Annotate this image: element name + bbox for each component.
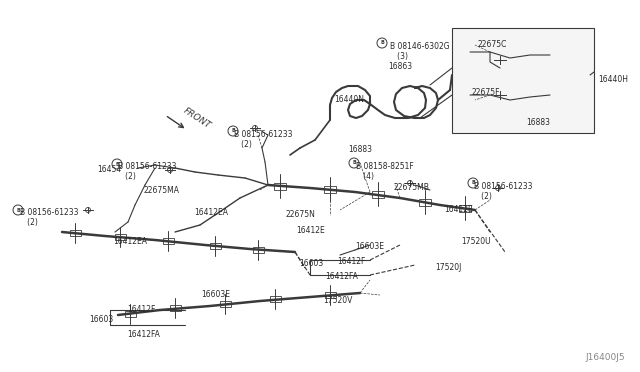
Text: B 08156-61233
   (2): B 08156-61233 (2) — [20, 208, 79, 227]
Text: 16603: 16603 — [299, 259, 323, 268]
Text: 16412F: 16412F — [337, 257, 365, 266]
Text: 16412EA: 16412EA — [194, 208, 228, 217]
Bar — [125, 311, 136, 317]
Text: FRONT: FRONT — [182, 106, 212, 130]
Text: 17520V: 17520V — [323, 296, 353, 305]
Text: 16883: 16883 — [348, 145, 372, 154]
Text: 22675MA: 22675MA — [143, 186, 179, 195]
Text: B: B — [16, 208, 20, 212]
Text: 16603E: 16603E — [355, 242, 384, 251]
Text: B 08156-61233
   (2): B 08156-61233 (2) — [234, 130, 292, 150]
Bar — [324, 186, 336, 192]
Bar — [452, 28, 594, 133]
Text: B 08156-61233
   (2): B 08156-61233 (2) — [118, 162, 177, 182]
Text: B 08156-61233
   (2): B 08156-61233 (2) — [474, 182, 532, 201]
Bar — [269, 296, 280, 302]
Bar — [253, 247, 264, 253]
Text: 16412F: 16412F — [127, 305, 156, 314]
Text: 16412FA: 16412FA — [127, 330, 160, 339]
Text: B 08146-6302G
   (3): B 08146-6302G (3) — [390, 42, 450, 61]
Text: 17520J: 17520J — [435, 263, 461, 272]
Text: 16603E: 16603E — [201, 290, 230, 299]
Text: 16412EA: 16412EA — [113, 237, 147, 246]
Bar — [170, 305, 180, 311]
Text: 16603: 16603 — [89, 315, 113, 324]
Text: J16400J5: J16400J5 — [586, 353, 625, 362]
Text: 16412FA: 16412FA — [325, 272, 358, 281]
Text: 17520U: 17520U — [461, 237, 491, 246]
Text: B: B — [352, 160, 356, 166]
Bar — [220, 301, 230, 307]
Bar — [372, 190, 384, 198]
Text: 16440N: 16440N — [334, 95, 364, 104]
Bar — [115, 234, 125, 240]
Bar — [459, 205, 471, 212]
Text: B: B — [471, 180, 475, 186]
Text: 16883: 16883 — [526, 118, 550, 127]
Bar — [274, 183, 286, 189]
Text: B: B — [231, 128, 235, 134]
Text: 16440H: 16440H — [598, 75, 628, 84]
Text: B 08158-8251F
   (4): B 08158-8251F (4) — [356, 162, 413, 182]
Text: B: B — [380, 41, 384, 45]
Text: 16412E: 16412E — [296, 226, 324, 235]
Bar — [163, 238, 173, 244]
Bar — [324, 292, 335, 298]
Bar — [70, 230, 81, 236]
Text: 22675C: 22675C — [478, 40, 508, 49]
Text: 16454: 16454 — [97, 165, 121, 174]
Text: 16412E: 16412E — [444, 205, 473, 214]
Text: 22675MB: 22675MB — [393, 183, 429, 192]
Bar — [419, 199, 431, 205]
Text: 16863: 16863 — [388, 62, 412, 71]
Text: B: B — [115, 161, 119, 167]
Text: 22675N: 22675N — [286, 210, 316, 219]
Bar — [209, 243, 221, 249]
Text: 22675F: 22675F — [472, 88, 500, 97]
